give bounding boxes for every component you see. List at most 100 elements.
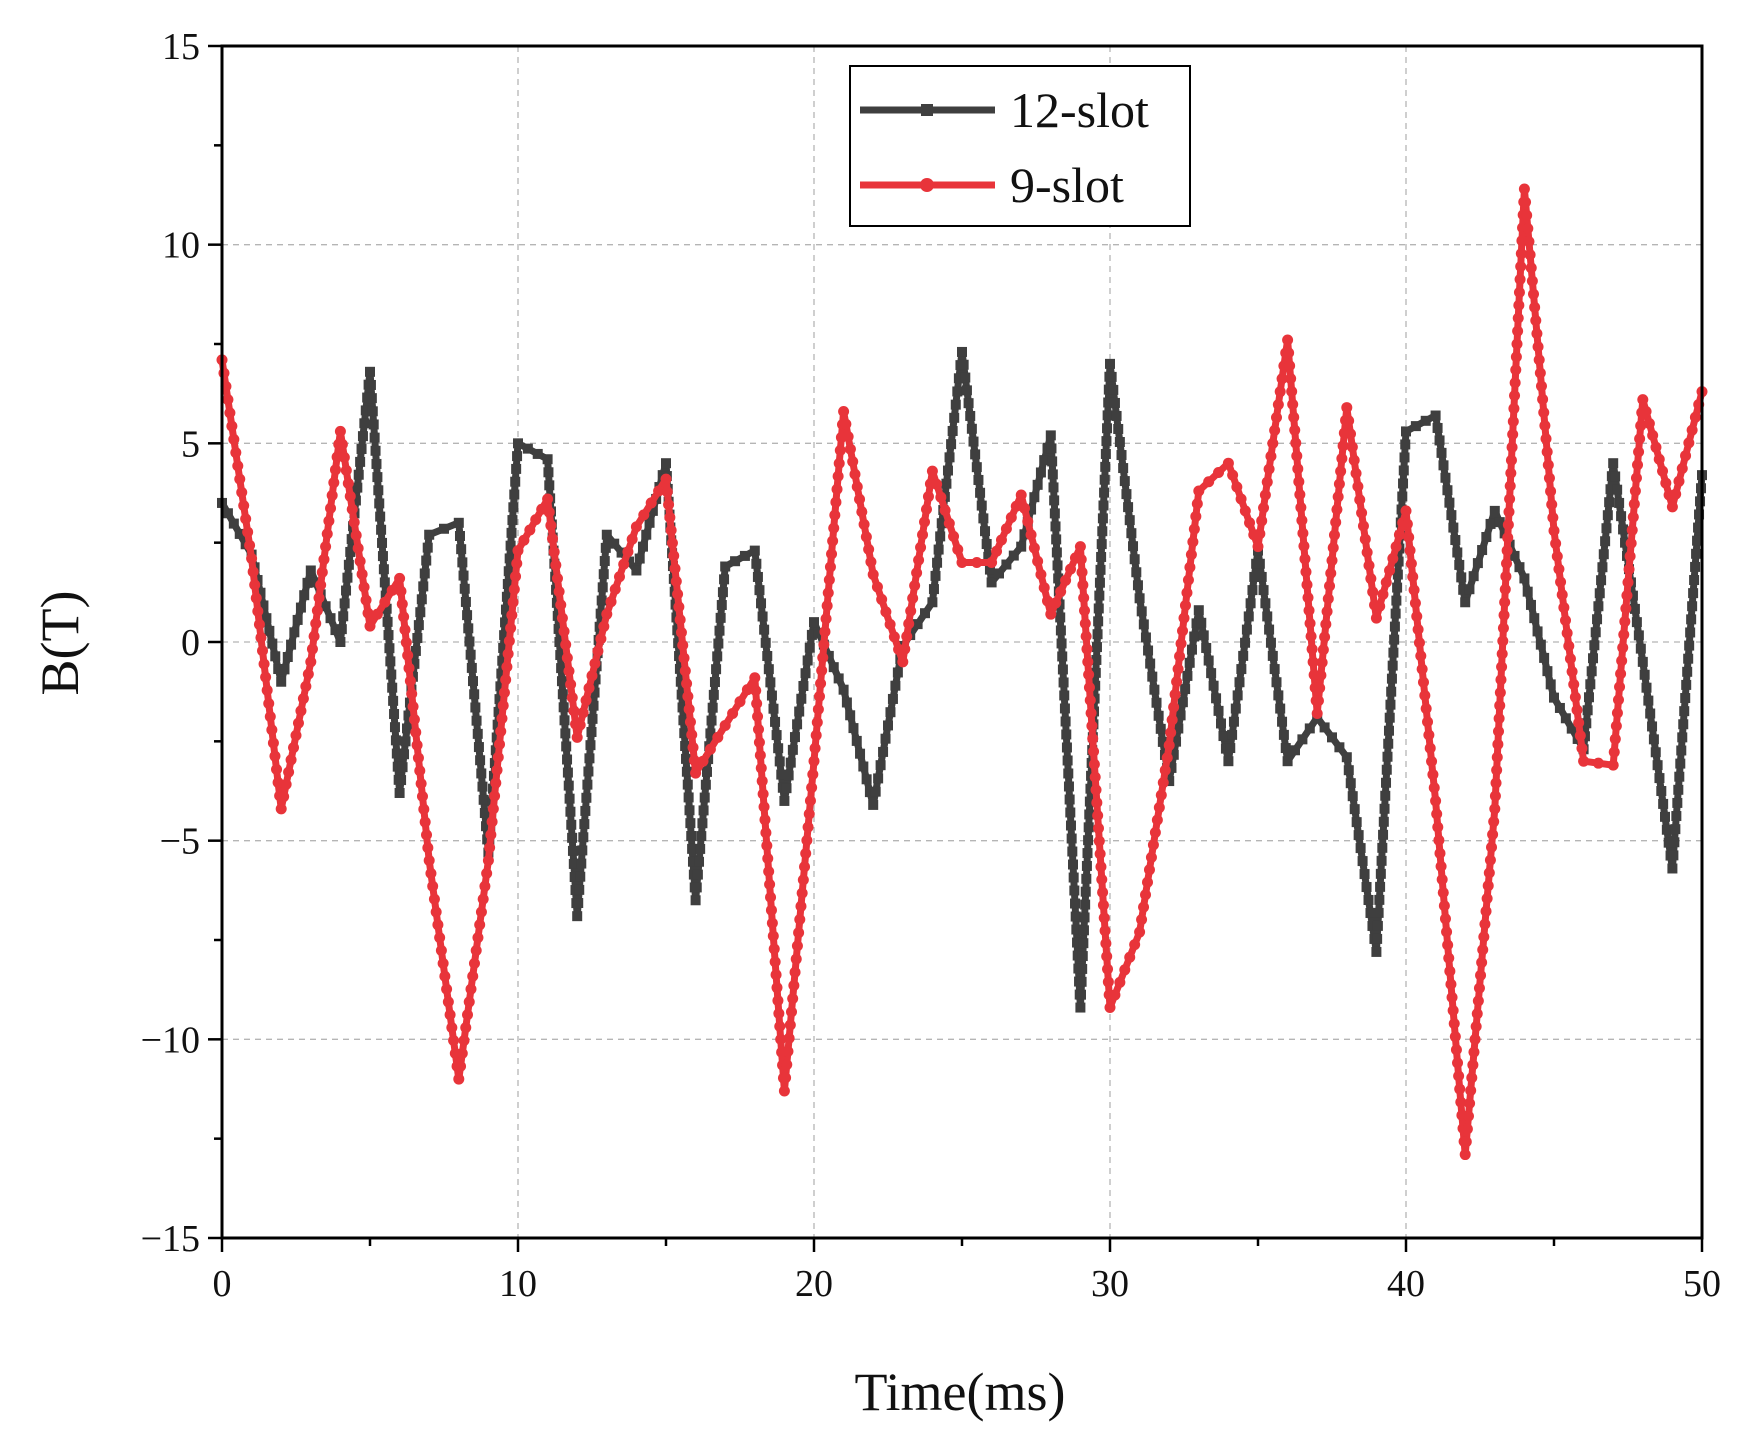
data-point-12-slot xyxy=(1588,653,1599,664)
data-point-12-slot xyxy=(1228,716,1239,727)
data-point-12-slot xyxy=(676,689,687,700)
data-point-9-slot xyxy=(834,444,846,456)
data-point-9-slot xyxy=(1104,1002,1116,1014)
data-point-9-slot xyxy=(437,957,449,969)
data-point-9-slot xyxy=(412,752,424,764)
data-point-12-slot xyxy=(255,587,266,598)
data-point-9-slot xyxy=(1159,764,1171,776)
data-point-12-slot xyxy=(1678,719,1689,730)
data-point-12-slot xyxy=(949,412,960,423)
data-point-9-slot xyxy=(1314,682,1326,694)
data-point-9-slot xyxy=(441,983,453,995)
data-point-9-slot xyxy=(479,880,491,892)
data-point-12-slot xyxy=(1081,860,1092,871)
data-point-9-slot xyxy=(1413,637,1425,649)
data-point-12-slot xyxy=(677,702,688,713)
data-point-12-slot xyxy=(986,577,997,588)
data-point-12-slot xyxy=(1175,710,1186,721)
data-point-12-slot xyxy=(1672,797,1683,808)
data-point-12-slot xyxy=(1094,590,1105,601)
data-point-12-slot xyxy=(696,831,707,842)
data-point-9-slot xyxy=(275,803,287,815)
data-point-9-slot xyxy=(1134,926,1146,938)
data-point-9-slot xyxy=(1400,505,1412,517)
data-point-9-slot xyxy=(626,533,638,545)
data-point-12-slot xyxy=(1103,397,1114,408)
data-point-12-slot xyxy=(387,682,398,693)
data-point-9-slot xyxy=(1450,1044,1462,1056)
data-point-12-slot xyxy=(1363,895,1374,906)
data-point-9-slot xyxy=(858,518,870,530)
data-point-9-slot xyxy=(1331,504,1343,516)
data-point-9-slot xyxy=(1512,312,1524,324)
data-point-9-slot xyxy=(1416,663,1428,675)
data-point-12-slot xyxy=(1670,824,1681,835)
data-point-12-slot xyxy=(1434,435,1445,446)
data-point-12-slot xyxy=(573,898,584,909)
data-point-12-slot xyxy=(1053,573,1064,584)
data-point-9-slot xyxy=(790,953,802,965)
data-point-9-slot xyxy=(1178,612,1190,624)
data-point-9-slot xyxy=(295,705,307,717)
data-point-9-slot xyxy=(1367,586,1379,598)
data-point-12-slot xyxy=(1232,690,1243,701)
data-point-9-slot xyxy=(1510,364,1522,376)
data-point-9-slot xyxy=(1088,758,1100,770)
data-point-9-slot xyxy=(1427,769,1439,781)
data-point-12-slot xyxy=(415,607,426,618)
data-point-12-slot xyxy=(631,565,642,576)
data-point-12-slot xyxy=(1494,517,1505,528)
data-point-9-slot xyxy=(787,993,799,1005)
data-point-12-slot xyxy=(1586,666,1597,677)
data-point-12-slot xyxy=(1661,824,1672,835)
data-point-9-slot xyxy=(1143,864,1155,876)
data-point-9-slot xyxy=(670,575,682,587)
data-point-12-slot xyxy=(564,793,575,804)
data-point-12-slot xyxy=(1514,562,1525,573)
data-point-12-slot xyxy=(976,500,987,511)
data-point-12-slot xyxy=(1612,484,1623,495)
data-point-12-slot xyxy=(422,542,433,553)
data-point-9-slot xyxy=(1629,485,1641,497)
y-tick-label: 15 xyxy=(162,26,200,68)
data-point-9-slot xyxy=(669,563,681,575)
data-point-9-slot xyxy=(802,821,814,833)
data-point-9-slot xyxy=(1660,477,1672,489)
data-point-9-slot xyxy=(753,723,764,735)
data-point-12-slot xyxy=(1216,718,1226,729)
data-point-9-slot xyxy=(622,546,634,558)
data-point-12-slot xyxy=(390,735,401,746)
data-point-9-slot xyxy=(911,567,923,579)
data-point-12-slot xyxy=(497,655,508,666)
data-point-12-slot xyxy=(273,664,284,675)
data-point-12-slot xyxy=(389,722,400,733)
y-axis-title: B(T) xyxy=(30,591,90,696)
data-point-12-slot xyxy=(1129,554,1140,565)
data-point-9-slot xyxy=(1320,618,1332,630)
data-point-12-slot xyxy=(1186,644,1197,655)
data-point-12-slot xyxy=(463,623,474,634)
data-point-12-slot xyxy=(1532,626,1543,637)
data-point-9-slot xyxy=(1505,467,1517,479)
data-point-12-slot xyxy=(382,616,393,627)
data-point-12-slot xyxy=(1055,625,1066,636)
data-point-9-slot xyxy=(684,716,696,728)
data-point-12-slot xyxy=(1398,478,1409,489)
data-point-9-slot xyxy=(842,431,854,443)
data-point-9-slot xyxy=(404,675,416,687)
data-point-9-slot xyxy=(580,694,592,706)
data-point-9-slot xyxy=(1637,394,1649,406)
data-point-9-slot xyxy=(1258,502,1270,514)
data-point-9-slot xyxy=(1533,354,1545,366)
data-point-12-slot xyxy=(930,570,941,581)
data-point-9-slot xyxy=(1506,441,1518,453)
data-point-9-slot xyxy=(1448,1018,1460,1030)
data-point-9-slot xyxy=(901,630,913,642)
data-point-12-slot xyxy=(781,783,792,794)
data-point-9-slot xyxy=(1361,546,1373,558)
data-point-12-slot xyxy=(1265,637,1276,648)
data-point-12-slot xyxy=(1593,601,1604,612)
data-point-12-slot xyxy=(765,677,776,688)
data-point-9-slot xyxy=(1306,643,1318,655)
data-point-9-slot xyxy=(613,571,625,583)
